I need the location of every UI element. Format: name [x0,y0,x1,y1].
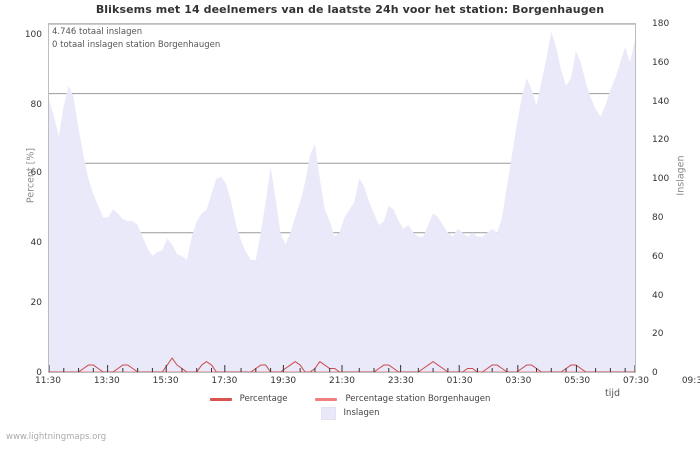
legend-label-percentage: Percentage [239,394,288,404]
legend: Percentage Percentage station Borgenhaug… [0,392,700,420]
y-axis-left-tick-0: 0 [36,368,42,378]
page-title: Bliksems met 14 deelnemers van de laatst… [95,3,605,16]
x-axis-tick-0730: 07:30 [623,376,649,386]
legend-label-inslagen: Inslagen [343,408,380,418]
legend-label-percentage-station: Percentage station Borgenhaugen [345,394,491,404]
y-axis-right-tick-160: 160 [652,58,670,68]
y-axis-left-label: Percent [%] [25,147,37,204]
legend-swatch-percentage [209,397,232,401]
y-axis-right-tick-100: 100 [652,174,670,184]
plot-svg [49,24,635,372]
y-axis-right-tick-180: 180 [652,19,670,29]
y-axis-right-tick-140: 140 [652,97,670,107]
plot-area [48,23,636,373]
y-axis-left-tick-20: 20 [30,298,42,308]
legend-item-percentage-station[interactable]: Percentage station Borgenhaugen [315,394,490,404]
x-axis-tick-0930: 09:30 [681,376,700,386]
legend-swatch-inslagen [320,406,336,420]
y-axis-right-tick-0: 0 [652,368,658,378]
y-axis-right-tick-60: 60 [652,252,664,262]
x-axis-label: tijd [605,388,621,399]
legend-row-2: Inslagen [0,406,700,420]
legend-item-inslagen[interactable]: Inslagen [320,406,380,420]
y-axis-left-tick-60: 60 [30,168,42,178]
x-axis-tick-0130: 01:30 [446,376,473,386]
x-axis-tick-0530: 05:30 [564,376,591,386]
y-axis-right-tick-120: 120 [652,135,670,145]
y-axis-right-tick-40: 40 [652,291,664,301]
annotation-station-strikes: 0 totaal inslagen station Borgenhaugen [52,40,221,50]
x-axis-tick-2330: 23:30 [387,376,414,386]
x-axis-tick-0330: 03:30 [505,376,532,386]
annotation-total-strikes: 4.746 totaal inslagen [52,27,143,37]
legend-row-1: Percentage Percentage station Borgenhaug… [0,392,700,406]
x-axis-tick-1930: 19:30 [270,376,297,386]
y-axis-left-tick-100: 100 [24,30,42,40]
y-axis-right-tick-20: 20 [652,329,664,339]
y-axis-right-label: Inslagen [675,155,687,196]
legend-swatch-percentage-station [315,397,338,401]
watermark: www.lightningmaps.org [6,432,107,442]
x-axis-tick-1330: 13:30 [93,376,120,386]
x-axis-tick-1730: 17:30 [211,376,238,386]
percentage-line [49,358,635,372]
inslagen-area [49,31,635,372]
x-axis-tick-2130: 21:30 [329,376,355,386]
x-axis-tick-1530: 15:30 [152,376,179,386]
legend-item-percentage[interactable]: Percentage [209,394,288,404]
y-axis-right-tick-80: 80 [652,213,664,223]
y-axis-left-tick-80: 80 [30,100,42,110]
x-axis-tick-1130: 11:30 [35,376,61,386]
y-axis-left-tick-40: 40 [30,238,42,248]
